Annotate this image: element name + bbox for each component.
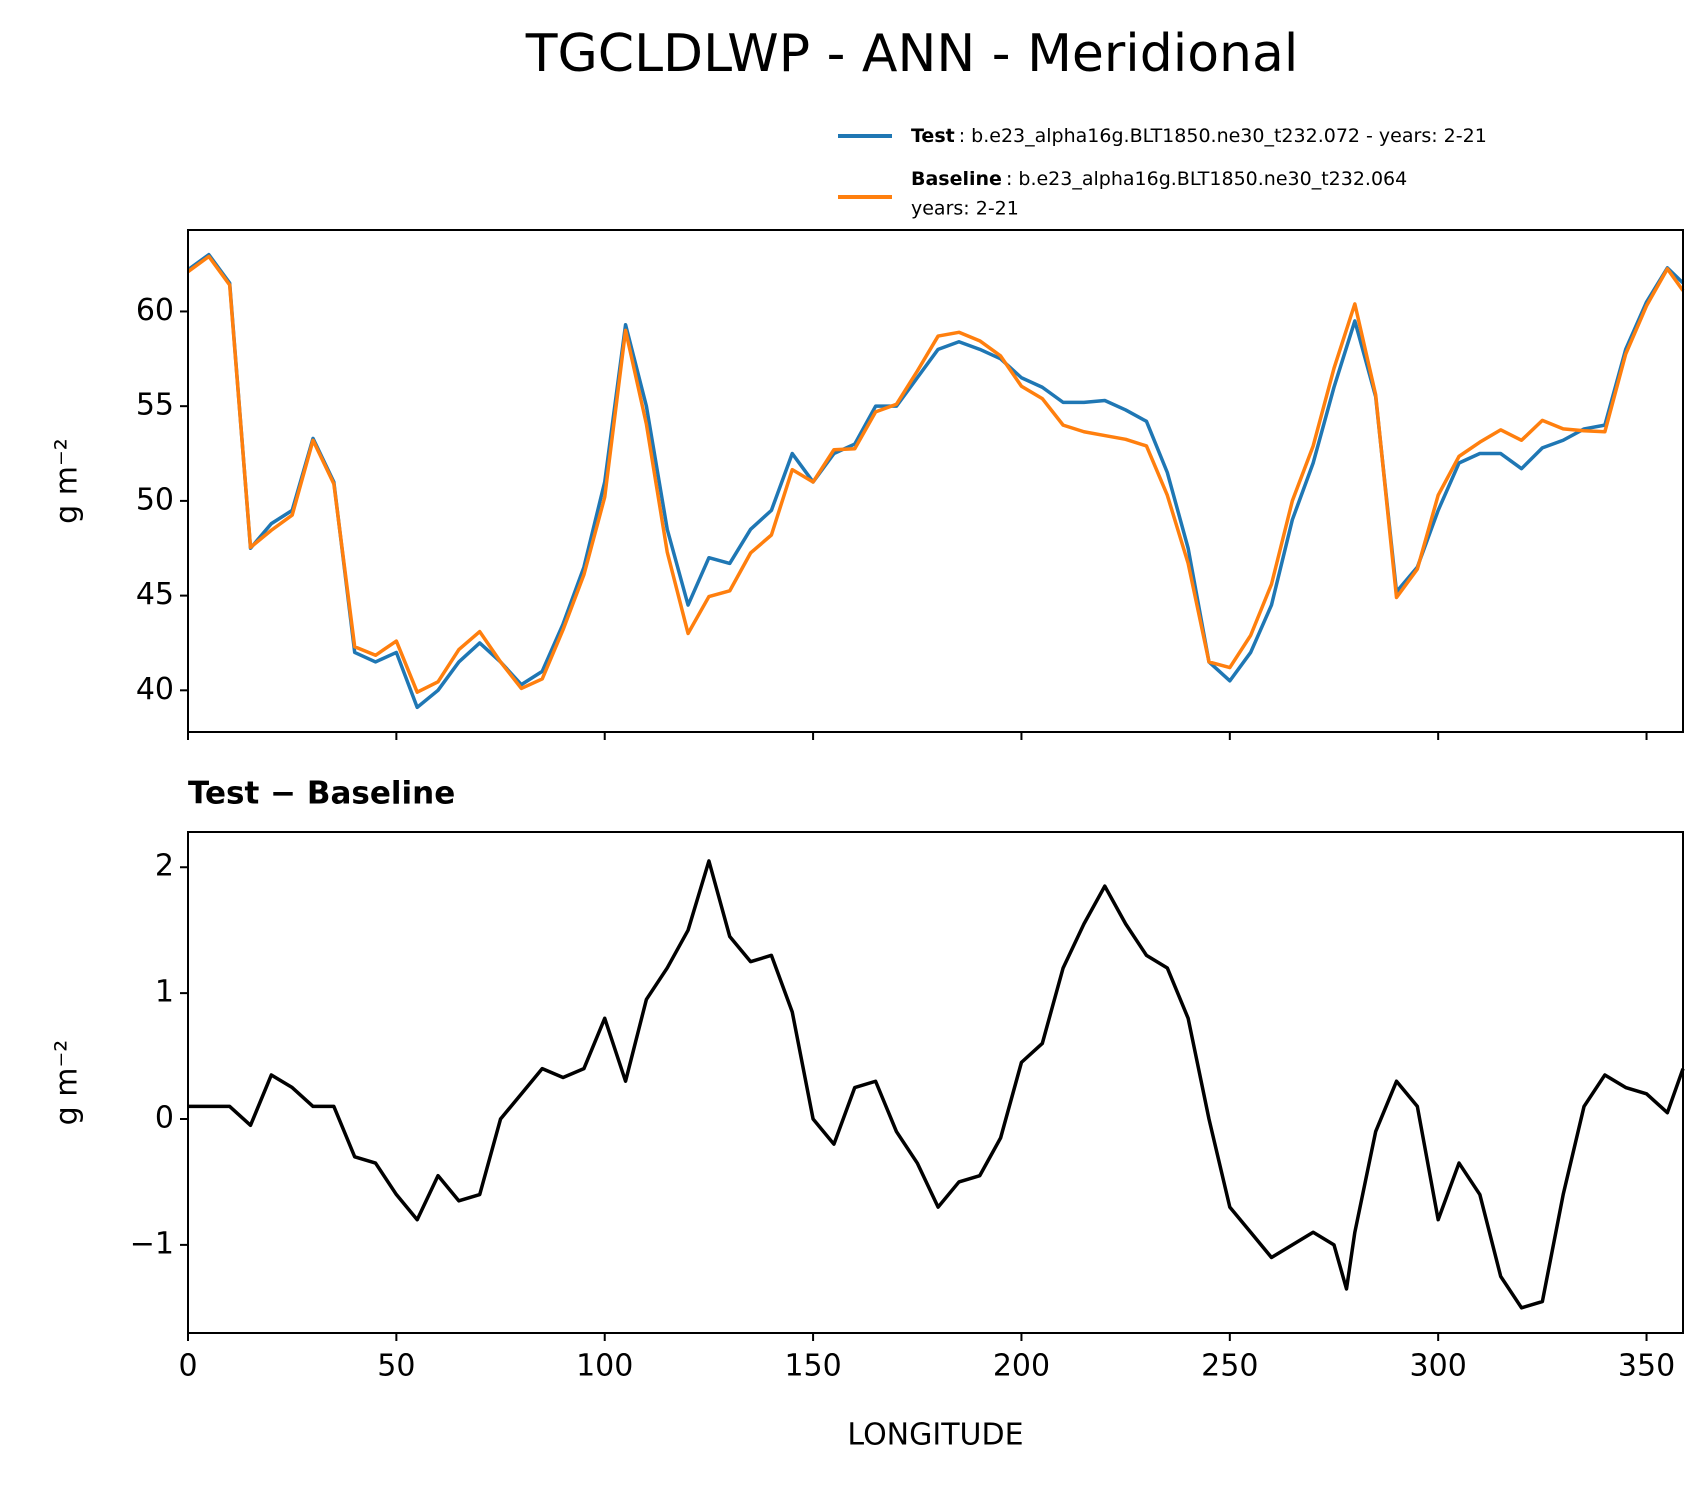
y-axis-label: g m⁻² xyxy=(50,438,85,524)
figure-title: TGCLDLWP - ANN - Meridional xyxy=(525,24,1299,84)
x-tick-label: 150 xyxy=(784,1349,841,1384)
y-tick-label: 2 xyxy=(155,849,174,884)
x-tick-label: 50 xyxy=(377,1349,415,1384)
series-line xyxy=(186,254,1685,694)
plot-frame xyxy=(187,831,1684,1334)
x-tick-label: 300 xyxy=(1410,1349,1467,1384)
y-tick-label: 55 xyxy=(136,388,174,423)
legend-name: Test xyxy=(911,125,955,147)
plot-frame xyxy=(187,229,1684,733)
legend-description: : b.e23_alpha16g.BLT1850.ne30_t232.064 xyxy=(1006,168,1407,190)
x-tick-label: 250 xyxy=(1201,1349,1258,1384)
y-tick-label: 40 xyxy=(136,672,174,707)
y-tick-label: 0 xyxy=(155,1101,174,1136)
legend-name: Baseline xyxy=(911,168,1002,190)
legend-label: Test: b.e23_alpha16g.BLT1850.ne30_t232.0… xyxy=(911,125,1487,147)
y-tick-label: −1 xyxy=(130,1226,174,1261)
legend-description: : b.e23_alpha16g.BLT1850.ne30_t232.072 -… xyxy=(959,125,1487,147)
x-tick-label: 0 xyxy=(178,1349,197,1384)
x-tick-label: 350 xyxy=(1618,1349,1675,1384)
x-axis-label: LONGITUDE xyxy=(847,1418,1023,1453)
y-tick-label: 60 xyxy=(136,293,174,328)
series-line xyxy=(186,252,1685,710)
series-line xyxy=(188,859,1685,1310)
legend-label: Baseline: b.e23_alpha16g.BLT1850.ne30_t2… xyxy=(911,168,1407,190)
y-tick-label: 50 xyxy=(136,482,174,517)
x-tick-label: 200 xyxy=(993,1349,1050,1384)
x-tick-label: 100 xyxy=(576,1349,633,1384)
y-tick-label: 1 xyxy=(155,975,174,1010)
panel-title: Test − Baseline xyxy=(188,776,455,812)
legend-description: years: 2-21 xyxy=(911,198,1019,220)
y-axis-label: g m⁻² xyxy=(50,1040,85,1126)
y-tick-label: 45 xyxy=(136,577,174,612)
